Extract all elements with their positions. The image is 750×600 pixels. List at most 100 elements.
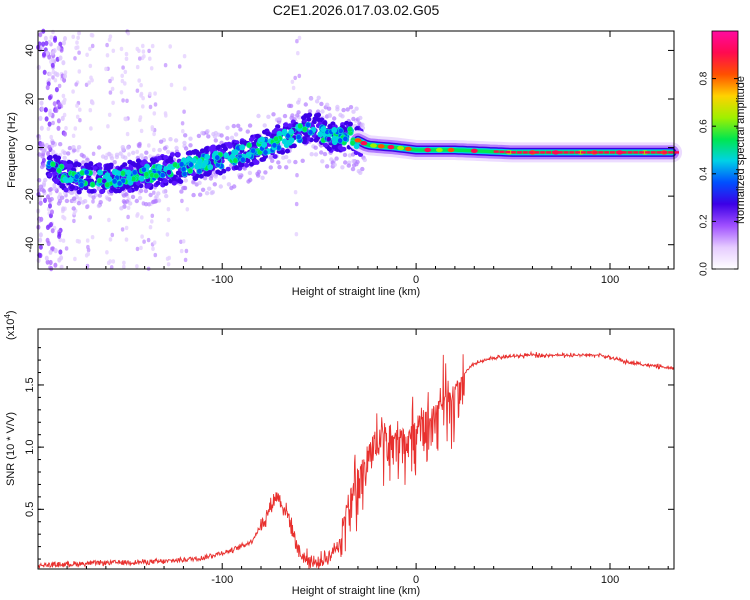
ridge-peak xyxy=(281,128,288,135)
halo-dot xyxy=(62,155,67,160)
ridge-peak xyxy=(250,147,256,154)
snr-y-tick-label: 0.5 xyxy=(24,502,36,517)
halo-dot xyxy=(153,199,158,204)
noise-streak-dot xyxy=(88,46,92,52)
ridge-peak xyxy=(305,121,311,128)
halo-dot xyxy=(206,134,211,139)
halo-dot xyxy=(154,194,159,199)
ridge-core xyxy=(627,151,633,154)
halo-dot xyxy=(71,145,76,150)
ridge-dot xyxy=(248,137,255,143)
noise-streak-dot xyxy=(77,30,81,36)
halo-dot xyxy=(200,187,206,192)
noise-dot xyxy=(38,237,43,243)
halo-dot xyxy=(245,129,250,134)
halo-dot xyxy=(120,154,126,159)
ridge-peak xyxy=(172,161,178,168)
ridge-dot xyxy=(156,155,162,161)
snr-panel: -100 0 100 0.5 1.0 1.5 Height of straight lin… xyxy=(3,310,675,597)
halo-dot xyxy=(307,109,313,114)
halo-dot xyxy=(121,193,127,198)
ridge-core xyxy=(621,151,627,154)
halo-dot xyxy=(346,163,351,168)
noise-streak-dot xyxy=(61,214,65,220)
noise-streak-dot xyxy=(78,118,82,123)
halo-dot xyxy=(114,152,120,157)
ridge-peak xyxy=(159,172,166,179)
noise-dot xyxy=(52,101,57,107)
halo-dot xyxy=(348,105,354,110)
noise-streak-dot xyxy=(73,256,77,262)
noise-streak-dot xyxy=(106,260,111,266)
noise-streak-dot xyxy=(125,131,130,137)
ridge-peak xyxy=(83,169,90,176)
ridge-peak xyxy=(245,151,252,158)
halo-dot xyxy=(143,202,149,207)
noise-streak-dot xyxy=(85,52,89,57)
ridge-core xyxy=(662,151,668,154)
noise-streak-dot xyxy=(139,93,143,98)
halo-dot xyxy=(137,143,142,149)
halo-dot xyxy=(174,145,179,151)
noise-streak-dot xyxy=(124,117,128,122)
noise-streak-dot xyxy=(124,237,129,242)
halo-dot xyxy=(105,196,111,201)
noise-streak-dot xyxy=(150,213,155,218)
halo-dot xyxy=(260,175,265,180)
halo-dot xyxy=(238,127,243,132)
ridge-dot xyxy=(162,178,169,184)
halo-dot xyxy=(270,158,275,163)
noise-streak-dot xyxy=(85,204,90,209)
noise-dot xyxy=(56,125,61,131)
ridge-dot xyxy=(283,122,289,128)
halo-dot xyxy=(191,192,196,198)
noise-streak-dot xyxy=(104,66,108,72)
colorbar-tick-label: 0.6 xyxy=(699,119,710,133)
noise-streak-dot xyxy=(148,225,153,230)
noise-streak-dot xyxy=(61,93,66,99)
halo-dot xyxy=(325,102,330,108)
ridge-dot xyxy=(354,126,360,132)
ridge-core xyxy=(551,151,557,154)
noise-streak-dot xyxy=(295,39,299,44)
noise-dot xyxy=(58,55,63,61)
ridge-dot xyxy=(271,129,277,135)
halo-dot xyxy=(118,151,123,156)
ridge-dot xyxy=(196,151,202,157)
noise-streak-dot xyxy=(181,239,186,244)
noise-dot xyxy=(50,209,54,215)
noise-streak-dot xyxy=(64,126,68,131)
ridge-core xyxy=(610,151,615,154)
ridge-peak xyxy=(353,143,360,150)
noise-streak-dot xyxy=(147,48,151,54)
ridge-peak xyxy=(331,127,338,134)
noise-streak-dot xyxy=(295,173,299,178)
colorbar-ticks: 0.0 0.2 0.4 0.6 0.8 xyxy=(699,71,738,276)
noise-streak-dot xyxy=(126,31,131,36)
ridge-dot xyxy=(322,120,328,126)
noise-streak-dot xyxy=(111,48,116,53)
halo-dot xyxy=(213,174,218,179)
ridge-dot xyxy=(96,162,102,168)
ridge-dot xyxy=(248,161,255,167)
halo-dot xyxy=(40,143,45,148)
noise-streak-dot xyxy=(124,51,129,57)
ridge-peak xyxy=(178,161,185,168)
ridge-dot xyxy=(337,145,343,150)
halo-dot xyxy=(183,146,189,151)
spectrogram-marks xyxy=(36,28,683,272)
noise-dot xyxy=(48,111,53,117)
noise-streak-dot xyxy=(135,246,140,252)
halo-dot xyxy=(277,116,282,122)
noise-streak-dot xyxy=(148,104,153,110)
noise-streak-dot xyxy=(108,34,113,39)
halo-dot xyxy=(212,134,218,139)
spectral-peak xyxy=(436,147,443,153)
noise-dot xyxy=(44,40,49,46)
noise-streak-dot xyxy=(152,131,156,137)
noise-streak-dot xyxy=(135,264,139,269)
halo-dot xyxy=(268,155,274,160)
noise-streak-dot xyxy=(108,237,113,242)
ridge-dot xyxy=(272,154,278,159)
halo-dot xyxy=(80,200,86,205)
